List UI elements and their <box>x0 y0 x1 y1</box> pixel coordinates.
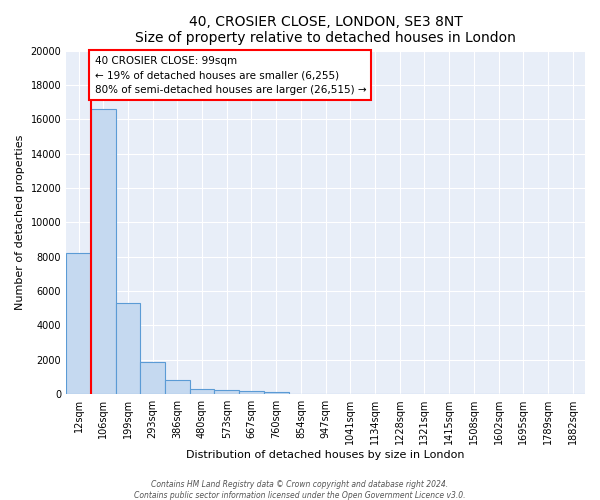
Bar <box>190 388 214 394</box>
X-axis label: Distribution of detached houses by size in London: Distribution of detached houses by size … <box>187 450 465 460</box>
Title: 40, CROSIER CLOSE, LONDON, SE3 8NT
Size of property relative to detached houses : 40, CROSIER CLOSE, LONDON, SE3 8NT Size … <box>135 15 516 45</box>
Bar <box>165 380 190 394</box>
Bar <box>264 392 289 394</box>
Text: 40 CROSIER CLOSE: 99sqm
← 19% of detached houses are smaller (6,255)
80% of semi: 40 CROSIER CLOSE: 99sqm ← 19% of detache… <box>95 56 366 96</box>
Text: Contains HM Land Registry data © Crown copyright and database right 2024.
Contai: Contains HM Land Registry data © Crown c… <box>134 480 466 500</box>
Bar <box>140 362 165 394</box>
Bar <box>116 303 140 394</box>
Bar <box>239 391 264 394</box>
Bar <box>91 109 116 394</box>
Bar <box>66 253 91 394</box>
Y-axis label: Number of detached properties: Number of detached properties <box>15 134 25 310</box>
Bar <box>214 390 239 394</box>
